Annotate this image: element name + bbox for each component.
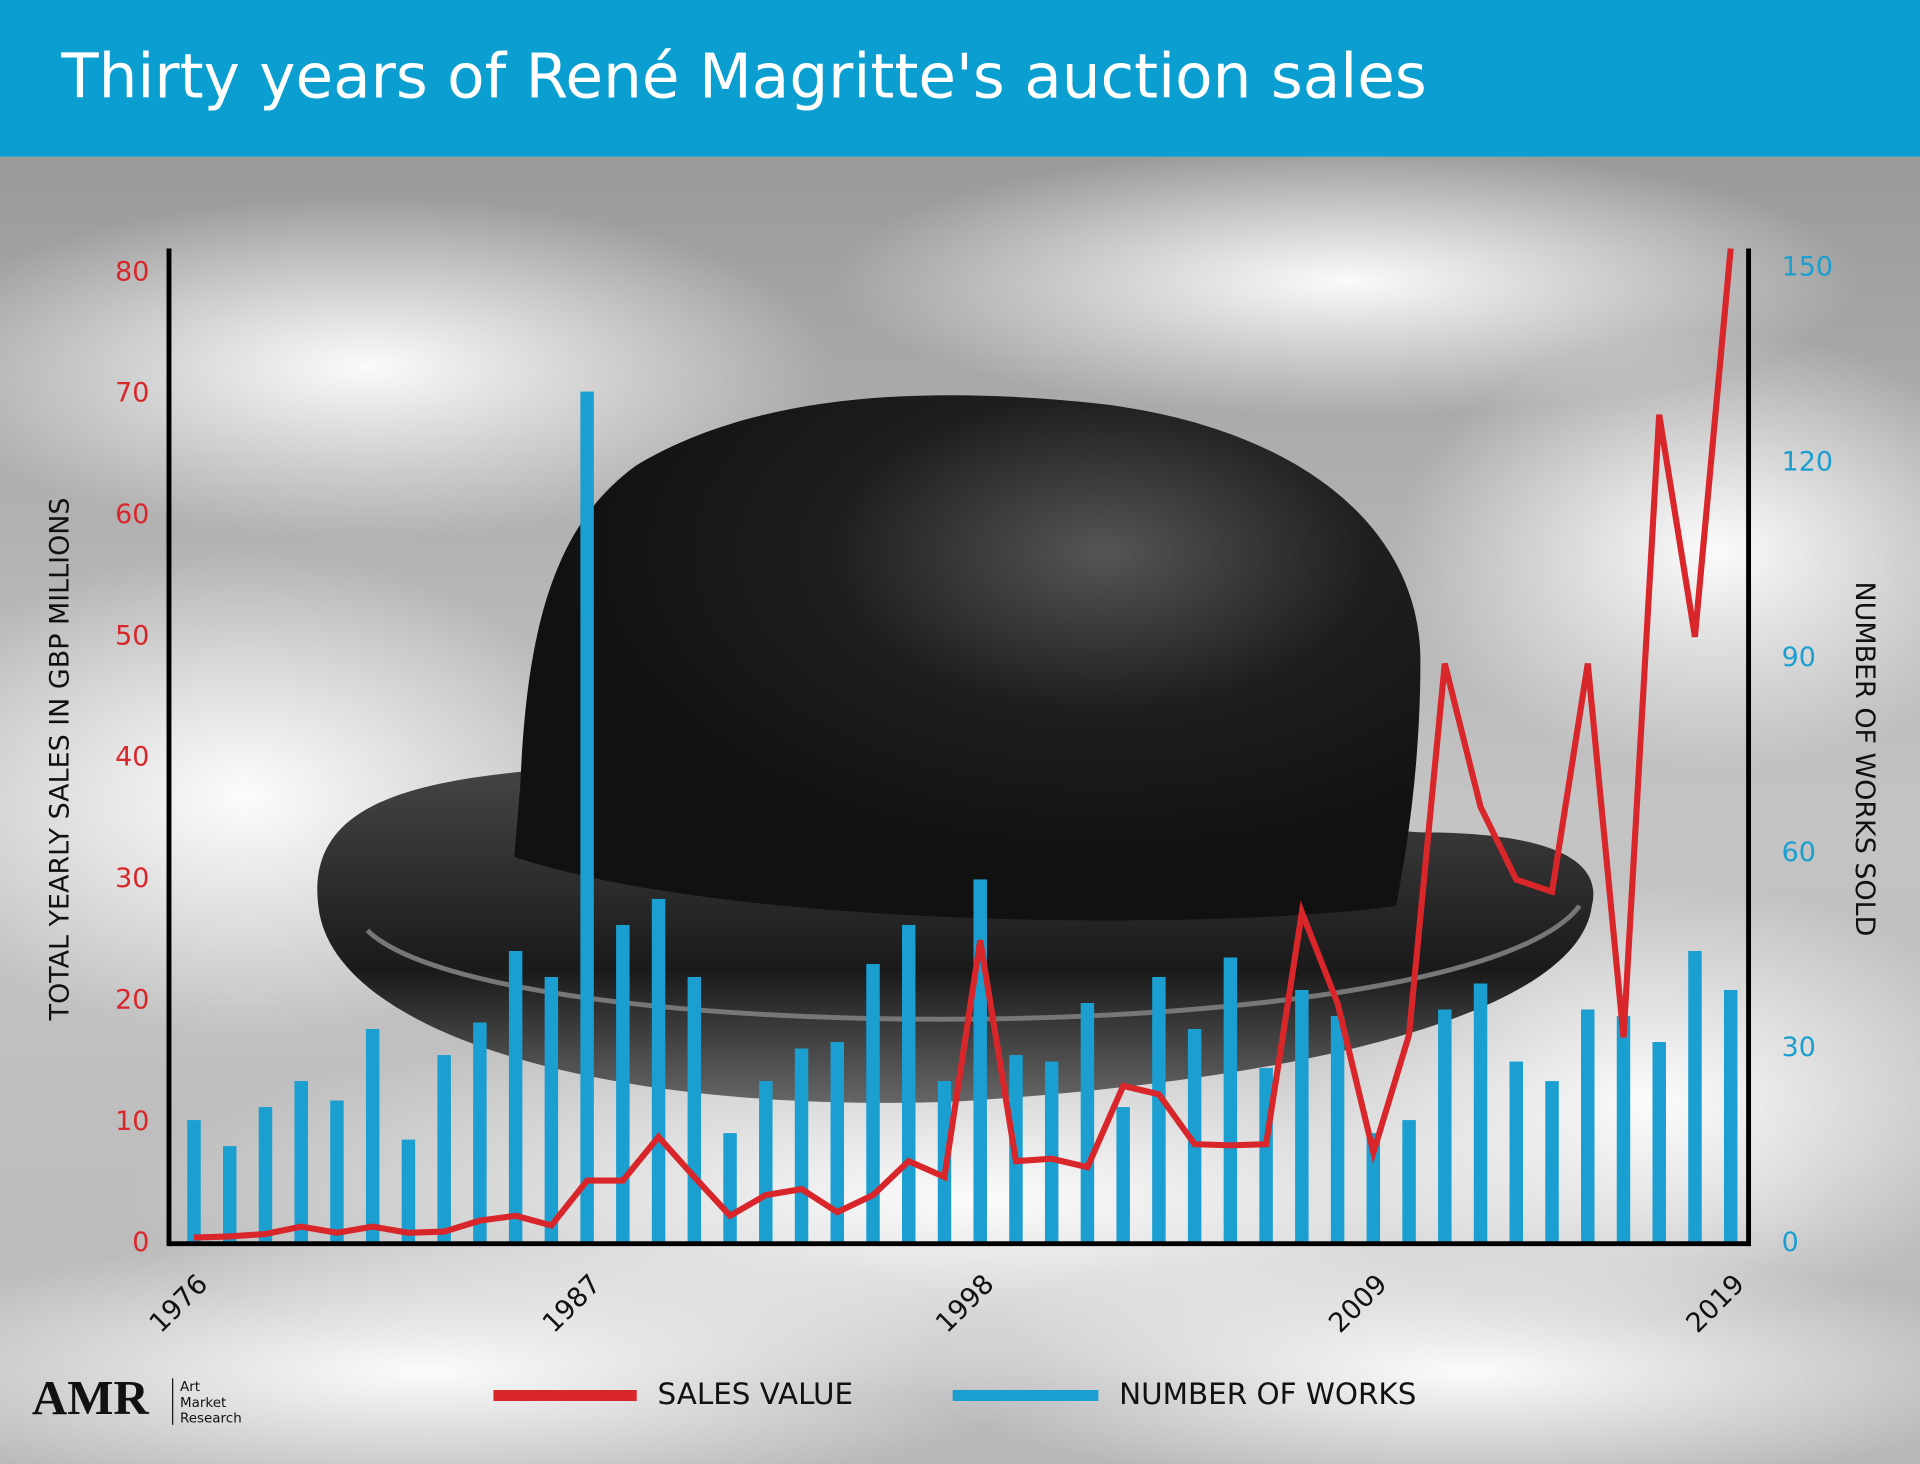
bar (759, 1081, 773, 1244)
y-tick-label: 40 (115, 742, 149, 773)
bar (1581, 1009, 1595, 1244)
y2-tick-label: 120 (1782, 447, 1833, 478)
y-tick-label: 50 (115, 620, 149, 651)
bar (1402, 1120, 1416, 1244)
y2-tick-label: 30 (1782, 1032, 1816, 1063)
y-tick-label: 30 (115, 863, 149, 894)
bar (365, 1029, 380, 1244)
bar (902, 924, 916, 1244)
y-axis-label: TOTAL YEARLY SALES IN GBP MILLIONS (45, 498, 76, 1022)
bar (866, 963, 880, 1244)
legend-label: NUMBER OF WORKS (1119, 1377, 1416, 1411)
logo-text: Art (180, 1380, 200, 1395)
y2-axis-label: NUMBER OF WORKS SOLD (1849, 582, 1880, 937)
bar (830, 1042, 845, 1244)
bar (1044, 1061, 1059, 1244)
bar (258, 1107, 273, 1244)
bar (1116, 1107, 1130, 1244)
y2-tick-label: 150 (1782, 252, 1833, 283)
legend-label: SALES VALUE (658, 1377, 854, 1411)
bar (723, 1133, 737, 1244)
y2-tick-label: 0 (1782, 1227, 1799, 1258)
bar (1723, 989, 1738, 1244)
bar (1330, 1016, 1345, 1244)
bar (1473, 983, 1488, 1244)
bar (1652, 1042, 1666, 1244)
bar (580, 391, 594, 1244)
bar (473, 1022, 487, 1244)
bar (294, 1081, 308, 1244)
title-bar (0, 0, 1920, 157)
logo-mark: AMR (32, 1370, 150, 1425)
bar (1080, 1003, 1095, 1244)
bar (187, 1120, 201, 1244)
y2-tick-label: 60 (1782, 837, 1816, 868)
y-tick-label: 0 (132, 1227, 149, 1258)
bar (973, 879, 987, 1244)
y-tick-label: 70 (115, 378, 149, 409)
bar (330, 1100, 344, 1244)
bar (1152, 976, 1166, 1244)
bar (651, 898, 666, 1244)
bar (1438, 1009, 1452, 1244)
logo-text: Research (180, 1412, 242, 1427)
logo-text: Market (180, 1396, 226, 1411)
y-tick-label: 10 (115, 1106, 149, 1137)
bar (1688, 950, 1702, 1244)
chart-title: Thirty years of René Magritte's auction … (60, 41, 1427, 112)
bar (794, 1048, 809, 1244)
y-tick-label: 60 (115, 499, 149, 530)
bar (544, 976, 559, 1244)
bar (1616, 1016, 1631, 1244)
bar (222, 1146, 237, 1244)
bar (1187, 1029, 1202, 1244)
bar (401, 1139, 416, 1244)
bar (1366, 1133, 1381, 1244)
y2-tick-label: 90 (1782, 642, 1816, 673)
bar (1509, 1061, 1524, 1244)
logo: AMR Art Market Research (32, 1370, 242, 1427)
bar (616, 924, 630, 1244)
bar (1545, 1081, 1559, 1244)
y-tick-label: 80 (115, 256, 149, 287)
bar (687, 976, 702, 1244)
bar (437, 1055, 451, 1244)
bar (1295, 989, 1309, 1244)
bowler-hat (317, 395, 1594, 1103)
sales-line (193, 248, 1734, 1241)
bar (508, 950, 523, 1244)
legend: SALES VALUE NUMBER OF WORKS (493, 1377, 1416, 1411)
y-tick-label: 20 (115, 984, 149, 1015)
bar (1223, 957, 1238, 1244)
